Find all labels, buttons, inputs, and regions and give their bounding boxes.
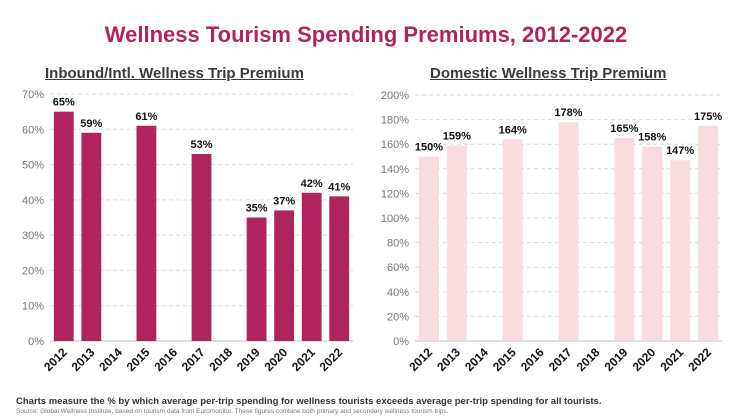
inbound-bar-2017 [191,153,212,341]
domestic-category-label-2022: 2022 [685,345,714,374]
inbound-bar-2019 [246,217,267,341]
inbound-category-label-2012: 2012 [41,345,70,374]
domestic-y-tick-label: 180% [381,115,409,127]
domestic-category-label-2012: 2012 [406,345,435,374]
inbound-category-label-2013: 2013 [69,345,98,374]
domestic-data-label-2020: 158% [638,132,666,144]
inbound-data-label-2020: 37% [273,195,295,207]
domestic-y-tick-label: 60% [387,262,409,274]
inbound-bar-2015 [136,125,157,341]
inbound-y-tick-label: 10% [22,301,44,313]
domestic-y-tick-label: 160% [381,139,409,151]
domestic-bar-2013 [446,145,467,341]
source-note: Source: Global Wellness Institute, based… [16,408,449,415]
inbound-data-label-2015: 61% [135,111,157,123]
inbound-y-tick-label: 30% [22,230,44,242]
domestic-category-label-2016: 2016 [518,345,547,374]
domestic-bar-2017 [558,122,579,341]
domestic-category-label-2014: 2014 [462,345,491,374]
page-title: Wellness Tourism Spending Premiums, 2012… [104,22,628,47]
inbound-y-tick-label: 50% [22,160,44,172]
domestic-data-label-2022: 175% [694,111,722,123]
domestic-y-tick-label: 100% [381,213,409,225]
inbound-bar-2021 [301,192,322,341]
inbound-category-label-2021: 2021 [289,345,318,374]
inbound-category-label-2018: 2018 [206,345,235,374]
domestic-y-tick-label: 80% [387,238,409,250]
inbound-data-label-2012: 65% [53,97,75,109]
inbound-y-tick-label: 0% [28,336,44,348]
domestic-data-label-2019: 165% [610,123,638,135]
inbound-bar-2022 [329,196,350,341]
inbound-category-label-2016: 2016 [151,345,180,374]
inbound-y-tick-label: 40% [22,195,44,207]
domestic-y-tick-label: 40% [387,287,409,299]
inbound-category-label-2014: 2014 [96,345,125,374]
domestic-category-label-2018: 2018 [574,345,603,374]
domestic-data-label-2012: 150% [415,142,443,154]
domestic-bar-2015 [502,139,523,341]
domestic-bar-2021 [670,160,691,341]
domestic-data-label-2021: 147% [666,145,694,157]
inbound-data-label-2019: 35% [246,203,268,215]
domestic-y-tick-label: 20% [387,311,409,323]
domestic-category-label-2021: 2021 [657,345,686,374]
domestic-category-label-2013: 2013 [434,345,463,374]
inbound-y-tick-label: 70% [22,89,44,101]
inbound-premium-chart: 0%10%20%30%40%50%60%70%65%201259%2013201… [22,89,353,374]
inbound-bar-2013 [81,132,102,341]
domestic-data-label-2017: 178% [554,107,582,119]
domestic-premium-chart: 0% 20% 40% 60% 80% 100% 120% 140% 160% 180% 200% 15… [381,90,722,374]
domestic-bar-2020 [642,146,663,341]
domestic-category-label-2020: 2020 [630,345,659,374]
domestic-y-tick-label: 200% [381,90,409,102]
inbound-data-label-2021: 42% [301,178,323,190]
domestic-chart-title: Domestic Wellness Trip Premium [430,65,667,82]
inbound-bar-2012 [53,111,74,342]
domestic-category-label-2015: 2015 [490,345,519,374]
footnote: Charts measure the % by which average pe… [16,396,602,407]
inbound-bar-2020 [274,210,295,341]
domestic-bar-2019 [614,138,635,341]
inbound-chart-title: Inbound/Intl. Wellness Trip Premium [45,65,304,82]
inbound-data-label-2017: 53% [190,139,212,151]
domestic-bar-2022 [697,125,719,341]
domestic-bar-2012 [418,156,440,341]
domestic-category-label-2017: 2017 [546,345,575,374]
inbound-category-label-2020: 2020 [261,345,290,374]
inbound-category-label-2022: 2022 [317,345,346,374]
inbound-category-label-2019: 2019 [234,345,263,374]
domestic-data-label-2015: 164% [499,124,527,136]
inbound-y-tick-label: 60% [22,124,44,136]
domestic-y-tick-label: 120% [381,188,409,200]
inbound-data-label-2013: 59% [80,118,102,130]
inbound-data-label-2022: 41% [328,181,350,193]
inbound-category-label-2017: 2017 [179,345,208,374]
domestic-y-tick-label: 0% [393,336,409,348]
domestic-y-tick-label: 140% [381,164,409,176]
domestic-category-label-2019: 2019 [602,345,631,374]
domestic-data-label-2013: 159% [443,130,471,142]
inbound-y-tick-label: 20% [22,265,44,277]
inbound-category-label-2015: 2015 [124,345,153,374]
